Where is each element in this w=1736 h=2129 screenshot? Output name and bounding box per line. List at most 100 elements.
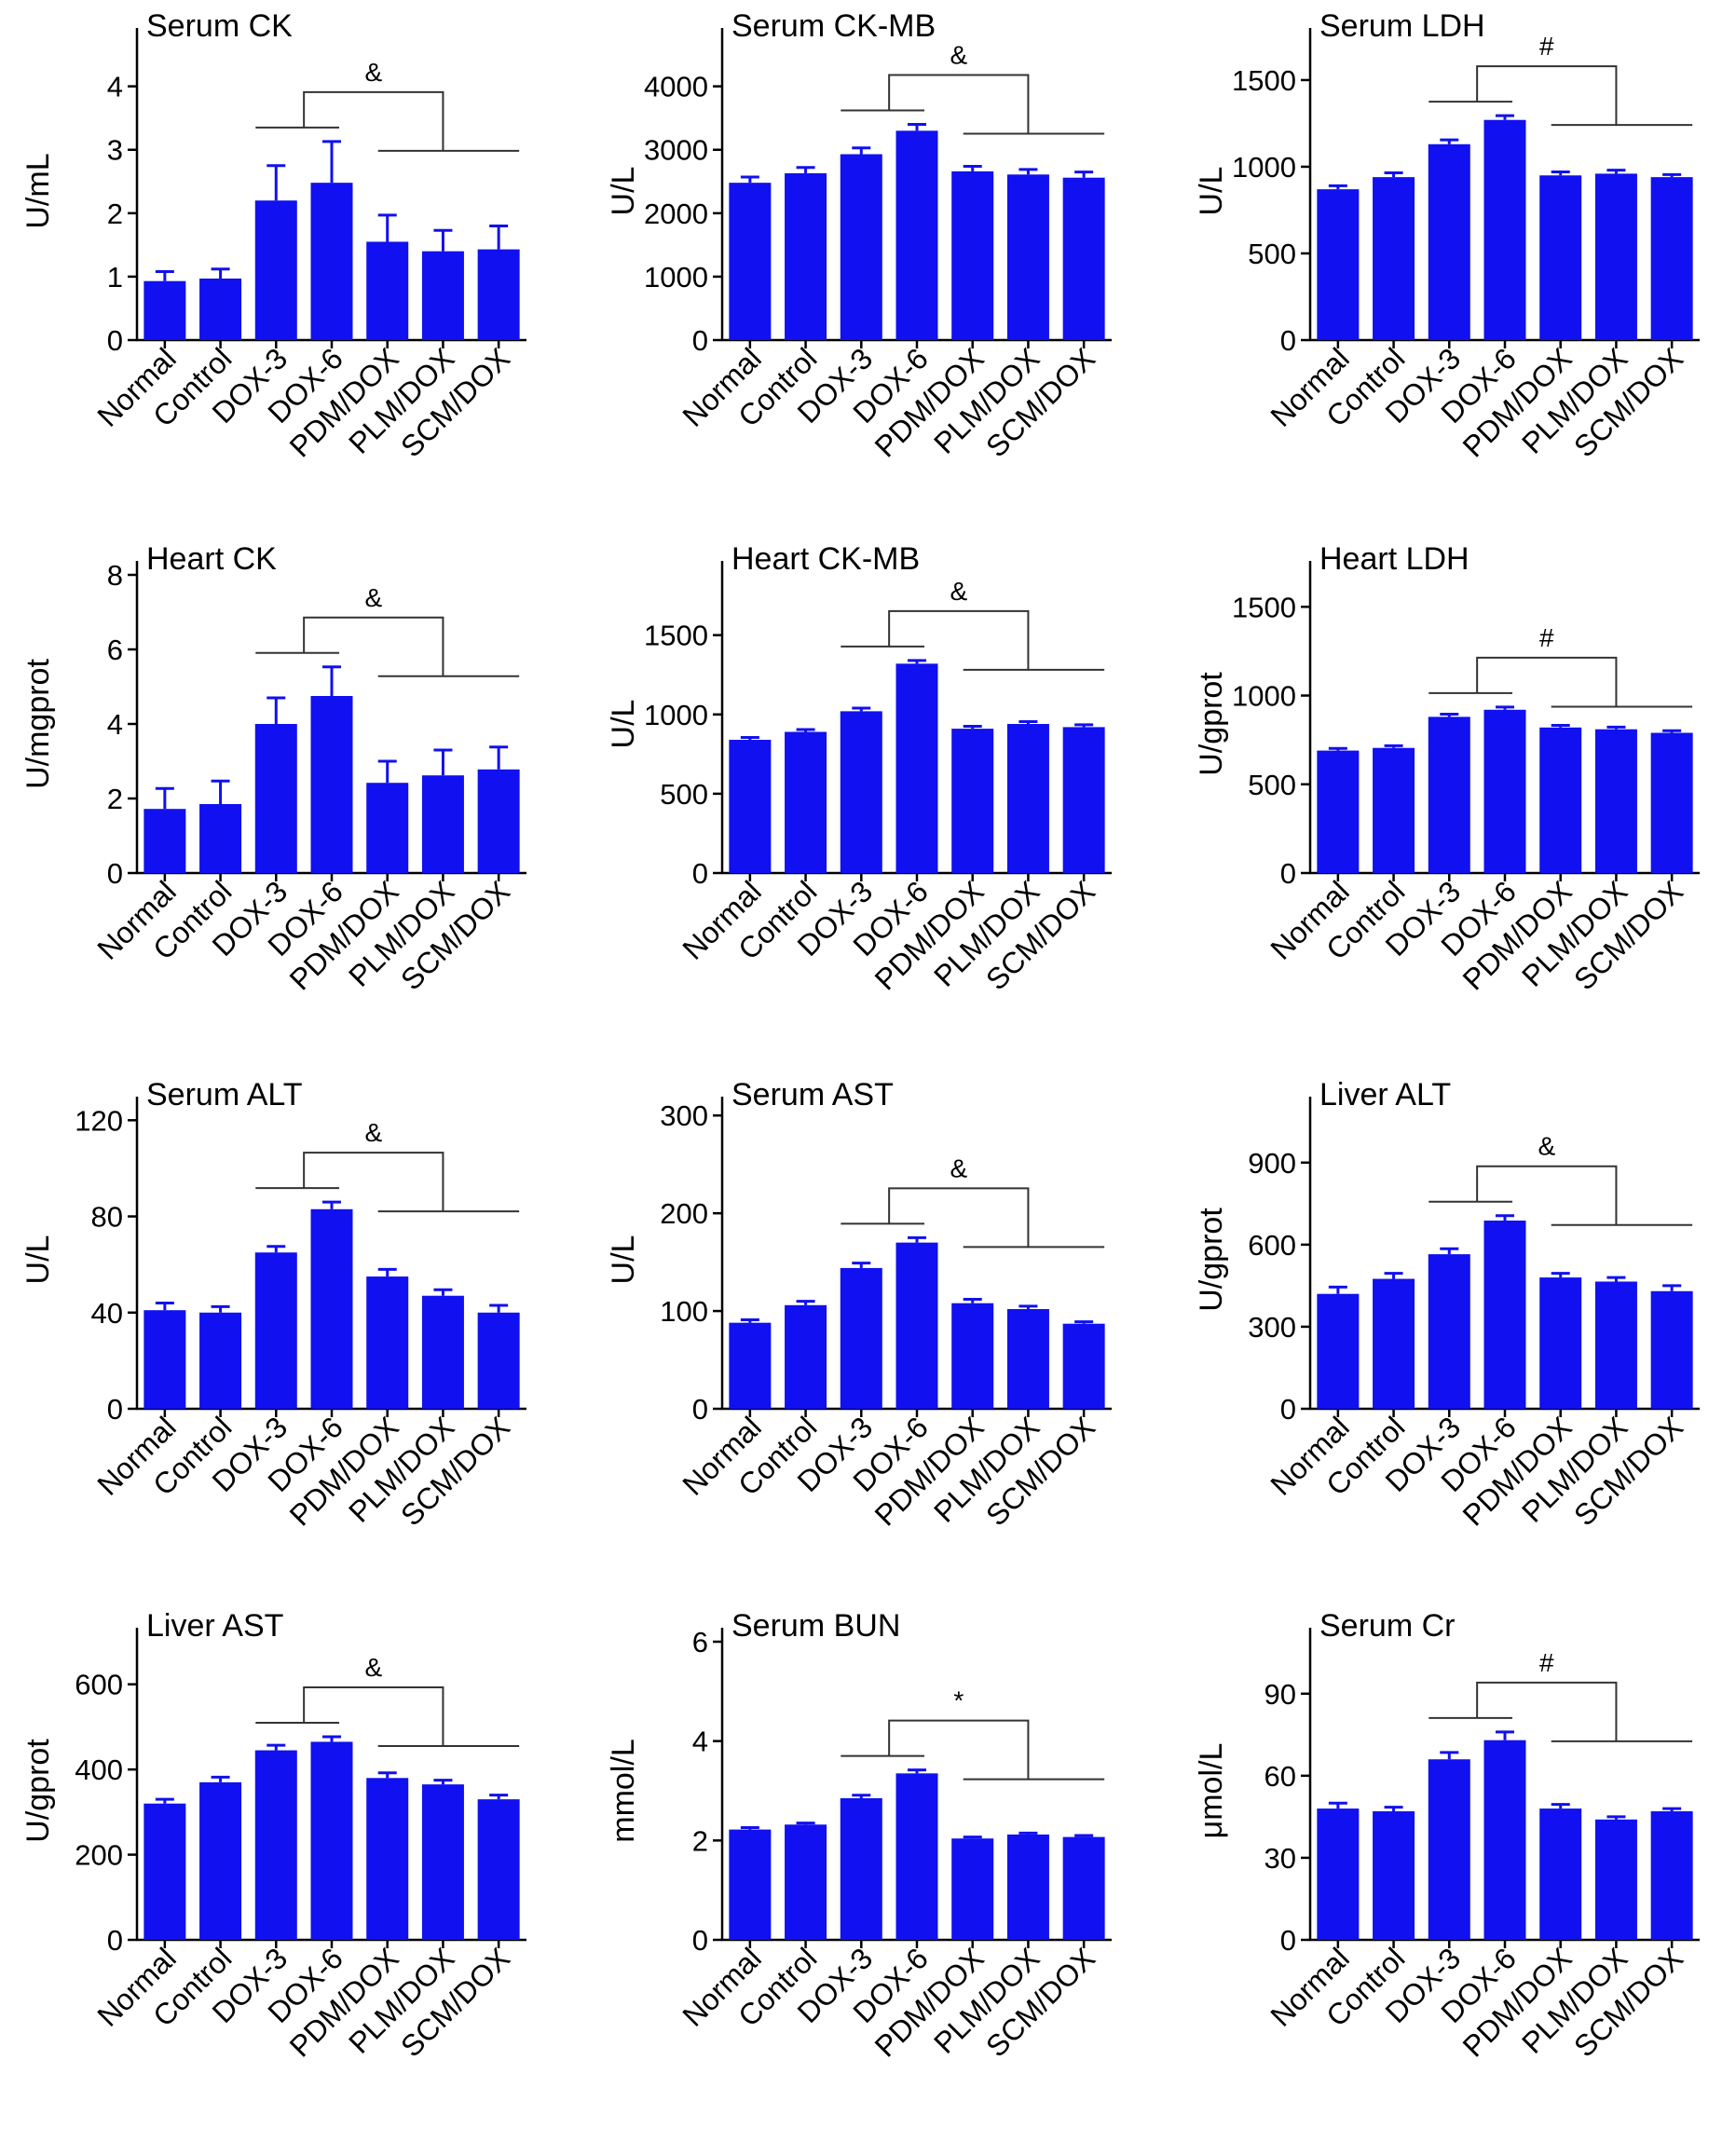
- significance-bracket: [303, 1152, 444, 1212]
- bar: [1483, 119, 1526, 340]
- y-tick-label: 90: [1264, 1678, 1296, 1711]
- significance-bracket: [303, 616, 444, 676]
- y-tick-label: 0: [107, 1393, 123, 1426]
- bar: [1650, 732, 1693, 873]
- bar: [895, 130, 938, 340]
- significance-marker: &: [950, 577, 967, 606]
- y-axis-label: U/L: [606, 700, 641, 749]
- y-tick-label: 30: [1264, 1842, 1296, 1875]
- significance-bracket: [303, 90, 444, 151]
- bar: [1650, 1290, 1693, 1409]
- bar: [1428, 143, 1470, 340]
- bar: [199, 1312, 242, 1409]
- bar: [785, 1824, 827, 1940]
- y-tick-label: 1500: [1232, 64, 1296, 97]
- chart-panel-4: Heart CKU/mgprot02468NormalControlDOX-3D…: [21, 541, 526, 997]
- bar: [1594, 729, 1637, 873]
- chart-title: Liver ALT: [1319, 1077, 1451, 1112]
- bar: [421, 1784, 464, 1940]
- chart-panel-12: Serum Crμmol/L0306090NormalControlDOX-3D…: [1194, 1608, 1700, 2064]
- bar: [144, 1803, 186, 1940]
- y-tick-label: 0: [107, 1924, 123, 1957]
- y-tick-label: 0: [107, 857, 123, 890]
- bar: [421, 251, 464, 340]
- y-tick-label: 2: [692, 1824, 708, 1857]
- bar: [310, 183, 353, 340]
- bar: [840, 711, 882, 873]
- bar: [785, 172, 827, 340]
- bar: [1483, 709, 1526, 873]
- bar: [1062, 727, 1105, 873]
- bar: [895, 1242, 938, 1409]
- bar: [729, 183, 772, 340]
- bar: [1650, 177, 1693, 340]
- bar: [1006, 1308, 1049, 1409]
- significance-bracket: [303, 1685, 444, 1746]
- bar: [840, 154, 882, 340]
- y-tick-label: 40: [91, 1297, 123, 1330]
- y-tick-label: 1500: [644, 620, 708, 652]
- y-tick-label: 0: [692, 1924, 708, 1957]
- y-tick-label: 2: [107, 198, 123, 230]
- y-tick-label: 4: [107, 708, 123, 741]
- y-tick-label: 1000: [1232, 680, 1296, 713]
- y-tick-label: 900: [1248, 1147, 1296, 1180]
- significance-marker: #: [1539, 1648, 1554, 1677]
- bar: [477, 249, 520, 340]
- bar: [1062, 1836, 1105, 1940]
- y-axis-label: U/L: [606, 167, 641, 216]
- y-tick-label: 200: [660, 1197, 708, 1230]
- chart-panel-7: Serum ALTU/L04080120NormalControlDOX-3DO…: [21, 1077, 526, 1533]
- bar: [785, 1304, 827, 1409]
- bar: [366, 241, 409, 340]
- bar: [254, 724, 297, 873]
- bar: [199, 1781, 242, 1940]
- chart-title: Serum BUN: [731, 1608, 900, 1644]
- chart-panel-11: Serum BUNmmol/L0246NormalControlDOX-3DOX…: [606, 1608, 1112, 2064]
- chart-panel-8: Serum ASTU/L0100200300NormalControlDOX-3…: [606, 1077, 1112, 1533]
- bar: [785, 731, 827, 873]
- bar: [1428, 716, 1470, 873]
- bar: [144, 1310, 186, 1409]
- significance-marker: &: [364, 583, 382, 612]
- bar: [1539, 1277, 1582, 1409]
- chart-title: Serum Cr: [1319, 1608, 1455, 1644]
- chart-panel-10: Liver ASTU/gprot0200400600NormalControlD…: [21, 1608, 526, 2064]
- bar: [144, 280, 186, 340]
- bar: [199, 278, 242, 340]
- bar: [1317, 1808, 1360, 1940]
- significance-marker: &: [1538, 1132, 1555, 1161]
- chart-panel-2: Serum CK-MBU/L01000200030004000NormalCon…: [606, 8, 1112, 464]
- bar: [895, 663, 938, 873]
- y-tick-label: 0: [1280, 1393, 1296, 1426]
- y-axis-label: U/gprot: [1194, 1208, 1229, 1312]
- bar: [1373, 1811, 1415, 1940]
- significance-bracket: [888, 1187, 1030, 1248]
- bar: [144, 809, 186, 873]
- bar: [310, 1208, 353, 1409]
- bar: [1062, 177, 1105, 340]
- y-tick-label: 400: [75, 1754, 123, 1786]
- bar: [840, 1798, 882, 1940]
- y-tick-label: 200: [75, 1839, 123, 1872]
- bar: [1062, 1323, 1105, 1409]
- bar: [1373, 177, 1415, 340]
- significance-marker: &: [950, 1153, 967, 1182]
- bar: [1317, 189, 1360, 340]
- significance-bracket: [1476, 1681, 1618, 1741]
- bar: [421, 775, 464, 873]
- y-tick-label: 0: [1280, 857, 1296, 890]
- chart-title: Serum LDH: [1319, 8, 1485, 44]
- y-tick-label: 0: [692, 857, 708, 890]
- bar: [951, 171, 994, 340]
- bar: [254, 1252, 297, 1409]
- significance-marker: #: [1539, 623, 1554, 652]
- significance-bracket: [888, 1719, 1030, 1780]
- bar: [477, 1312, 520, 1409]
- bar: [366, 783, 409, 873]
- bar: [1483, 1740, 1526, 1940]
- y-tick-label: 4: [107, 71, 123, 103]
- bar: [1428, 1759, 1470, 1940]
- bar: [1594, 173, 1637, 340]
- y-tick-label: 4: [692, 1726, 708, 1758]
